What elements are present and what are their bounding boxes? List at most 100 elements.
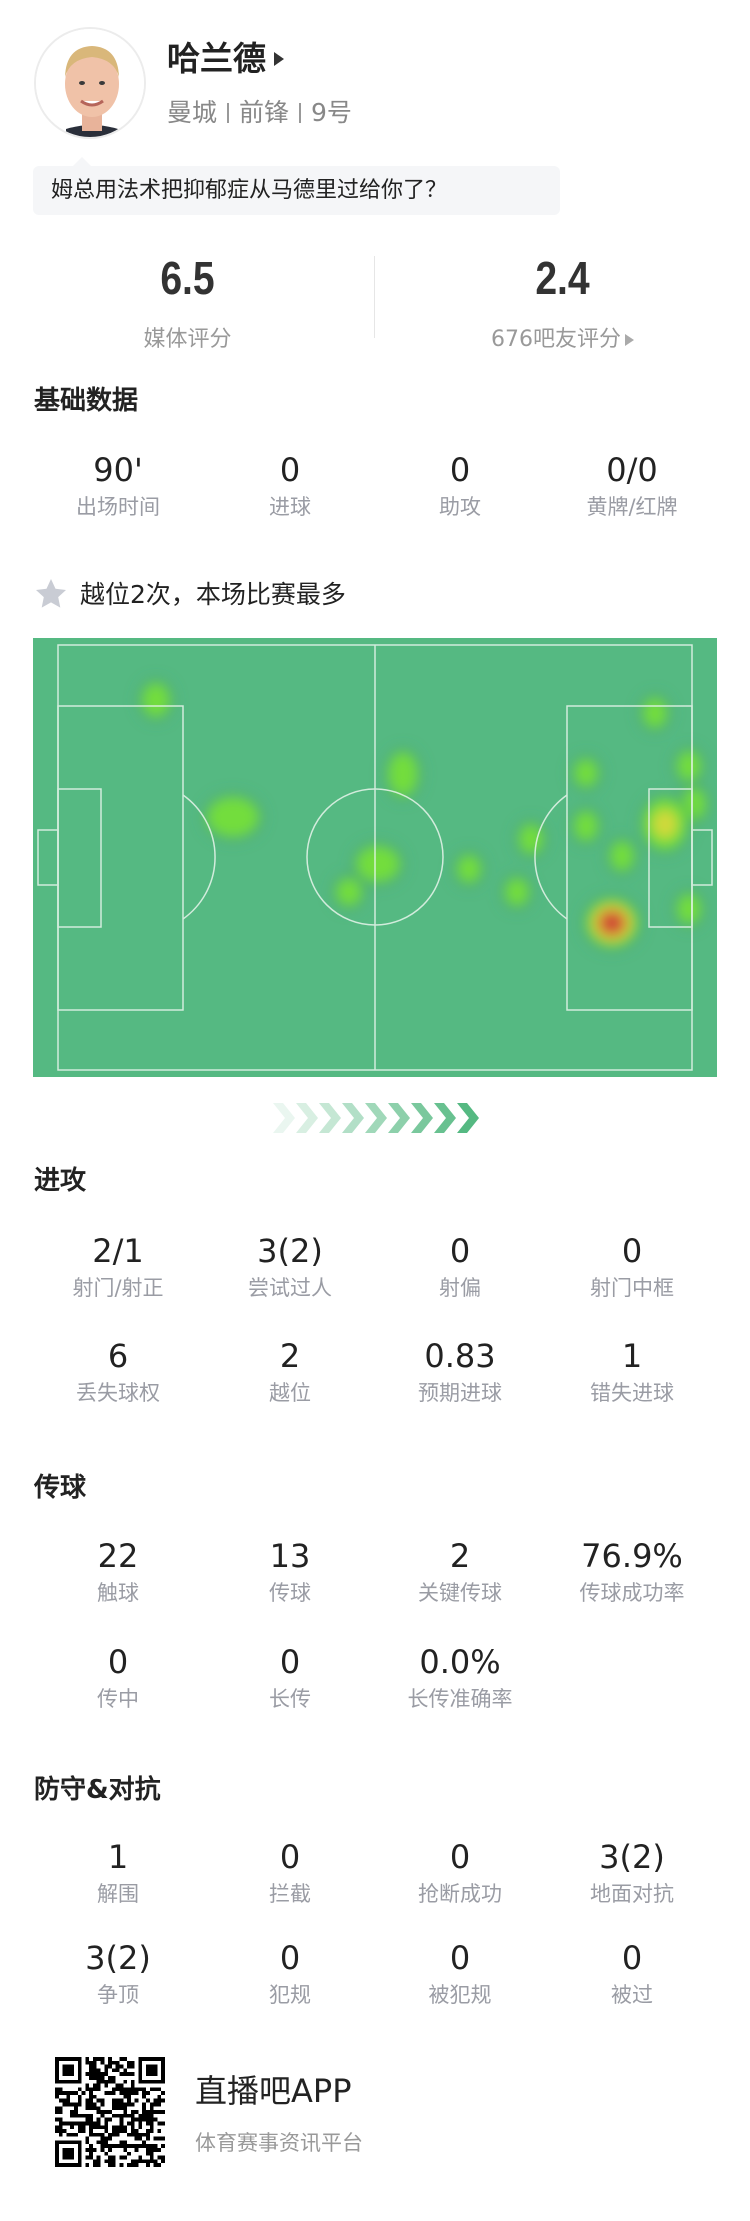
app-name: 直播吧APP — [195, 2072, 352, 2110]
stat-defense: 0 拦截 — [170, 1838, 410, 1908]
app-tagline: 体育赛事资讯平台 — [195, 2131, 363, 2155]
stat-attack: 2 越位 — [170, 1337, 410, 1407]
stat-label: 助攻 — [439, 495, 481, 519]
stat-label: 射门中框 — [590, 1276, 674, 1300]
stat-value: 13 — [269, 1537, 311, 1575]
stat-attack: 0.83 预期进球 — [340, 1337, 580, 1407]
team: 曼城 — [167, 98, 218, 127]
heat-spot — [457, 855, 481, 883]
section-title-passing: 传球 — [34, 1473, 87, 1503]
fan-rating-label: 676吧友评分 — [491, 327, 621, 352]
player-name-link[interactable]: 哈兰德 — [167, 38, 284, 80]
chevron-right-icon — [365, 1103, 387, 1133]
heat-spot — [677, 894, 701, 924]
chevron-right-icon — [342, 1103, 364, 1133]
chevron-right-icon — [434, 1103, 456, 1133]
chevron-right-icon — [388, 1103, 410, 1133]
stat-label: 解围 — [97, 1882, 139, 1906]
stat-label: 射偏 — [439, 1276, 481, 1300]
stat-value: 0 — [449, 1232, 471, 1270]
stat-defense: 0 被过 — [512, 1939, 750, 2009]
stat-value: 0 — [107, 1643, 129, 1681]
media-rating-value: 6.5 — [160, 252, 215, 304]
stat-value: 1 — [107, 1838, 129, 1876]
stat-defense: 0 被犯规 — [340, 1939, 580, 2009]
stat-label: 传中 — [97, 1687, 139, 1711]
stat-value: 0 — [279, 451, 301, 489]
heat-spot — [505, 878, 529, 906]
section-title-defense: 防守&对抗 — [34, 1775, 161, 1805]
heat-spot — [643, 698, 667, 728]
play-arrow-icon — [625, 334, 634, 346]
stat-label: 地面对抗 — [590, 1882, 674, 1906]
stat-attack: 1 错失进球 — [512, 1337, 750, 1407]
heat-spot — [336, 878, 362, 906]
chevron-right-icon — [411, 1103, 433, 1133]
heat-spot — [652, 809, 678, 839]
stat-value: 0 — [279, 1643, 301, 1681]
heat-spot — [356, 846, 400, 882]
stat-value: 76.9% — [581, 1537, 683, 1575]
stat-defense: 1 解围 — [0, 1838, 238, 1908]
stat-value: 0 — [449, 1939, 471, 1977]
stat-value: 2 — [279, 1337, 301, 1375]
stat-label: 丢失球权 — [76, 1381, 160, 1405]
fan-rating-value: 2.4 — [535, 252, 590, 304]
stat-defense: 0 犯规 — [170, 1939, 410, 2009]
comment-text: 姆总用法术把抑郁症从马德里过给你了？ — [51, 178, 448, 203]
stat-defense: 3(2) 争顶 — [0, 1939, 238, 2009]
heat-spot — [142, 683, 170, 717]
stat-label: 射门/射正 — [72, 1276, 164, 1300]
stat-passing: 0 传中 — [0, 1643, 238, 1713]
stat-value: 3(2) — [85, 1939, 151, 1977]
chevron-right-icon — [296, 1103, 318, 1133]
stat-value: 0.0% — [419, 1643, 501, 1681]
qr-code[interactable] — [53, 2057, 167, 2167]
chevron-right-icon — [457, 1103, 479, 1133]
stat-value: 0 — [449, 451, 471, 489]
stat-value: 0 — [279, 1939, 301, 1977]
divider — [374, 256, 375, 338]
stat-label: 犯规 — [269, 1983, 311, 2007]
stat-passing: 76.9% 传球成功率 — [512, 1537, 750, 1607]
stat-value: 90' — [93, 451, 143, 489]
heat-spot — [574, 759, 598, 787]
stat-value: 0 — [621, 1232, 643, 1270]
stat-label: 拦截 — [269, 1882, 311, 1906]
stat-label: 被犯规 — [428, 1983, 492, 2007]
heat-spot — [599, 911, 625, 935]
stat-label: 长传准确率 — [407, 1687, 513, 1711]
section-title-attack: 进攻 — [34, 1166, 87, 1196]
stat-value: 3(2) — [599, 1838, 665, 1876]
stat-label: 黄牌/红牌 — [586, 495, 678, 519]
stat-label: 长传 — [269, 1687, 311, 1711]
stat-defense: 0 抢断成功 — [340, 1838, 580, 1908]
stat-passing: 0 长传 — [170, 1643, 410, 1713]
stat-label: 出场时间 — [76, 495, 160, 519]
pitch-svg — [37, 644, 713, 1071]
stat-value: 0.83 — [424, 1337, 496, 1375]
separator — [299, 103, 302, 123]
stat-basic: 0/0 黄牌/红牌 — [512, 451, 750, 521]
stat-label: 预期进球 — [418, 1381, 502, 1405]
heat-spot — [519, 824, 543, 854]
player-name: 哈兰德 — [167, 39, 266, 78]
stat-value: 6 — [107, 1337, 129, 1375]
media-rating: 6.5 媒体评分 — [0, 251, 375, 355]
position: 前锋 — [239, 98, 290, 127]
comment-bubble: 姆总用法术把抑郁症从马德里过给你了？ — [33, 157, 560, 215]
player-info: 曼城 前锋 9号 — [167, 96, 352, 130]
chevron-right-icon — [273, 1103, 295, 1133]
fan-rating[interactable]: 2.4 676吧友评分 — [375, 251, 750, 355]
avatar[interactable] — [34, 27, 146, 139]
stat-passing: 2 关键传球 — [340, 1537, 580, 1607]
stat-label: 错失进球 — [590, 1381, 674, 1405]
attack-direction-arrows — [273, 1103, 480, 1133]
stat-basic: 0 进球 — [170, 451, 410, 521]
stat-label: 被过 — [611, 1983, 653, 2007]
stat-label: 触球 — [97, 1581, 139, 1605]
stat-label: 进球 — [269, 495, 311, 519]
stat-passing: 13 传球 — [170, 1537, 410, 1607]
chevron-right-icon — [319, 1103, 341, 1133]
star-icon — [36, 579, 66, 608]
